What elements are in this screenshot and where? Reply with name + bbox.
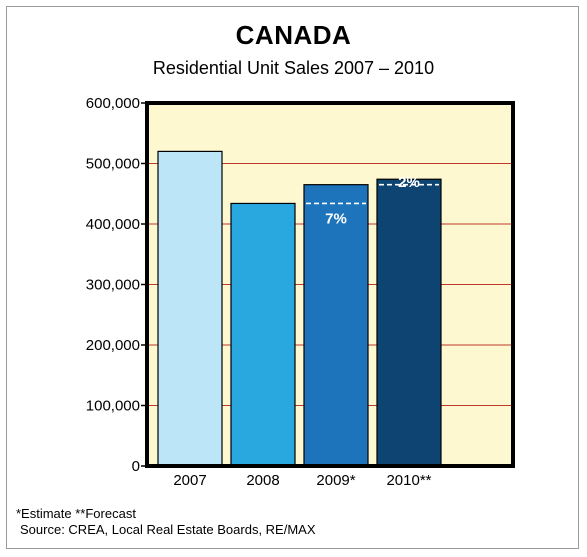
y-tick-label: 200,000 xyxy=(86,337,140,354)
x-tick-label: 2008 xyxy=(246,472,279,489)
y-tick-label: 500,000 xyxy=(86,156,140,173)
x-tick-label: 2010** xyxy=(386,472,431,489)
y-tick-label: 0 xyxy=(132,458,140,475)
bar-annotation: 7% xyxy=(325,210,347,227)
y-tick-label: 600,000 xyxy=(86,95,140,112)
x-tick-label: 2007 xyxy=(173,472,206,489)
bar-2008 xyxy=(230,202,296,467)
footnote-estimate: *Estimate **Forecast xyxy=(16,506,136,521)
y-tick-label: 300,000 xyxy=(86,277,140,294)
x-tick-label: 2009* xyxy=(316,472,355,489)
chart-frame xyxy=(6,6,579,549)
footnote-source: Source: CREA, Local Real Estate Boards, … xyxy=(20,522,316,537)
chart-subtitle: Residential Unit Sales 2007 – 2010 xyxy=(152,58,435,78)
chart-title: CANADA xyxy=(235,20,352,50)
bar-2010 xyxy=(376,178,442,467)
bar-annotation: 2% xyxy=(398,174,420,191)
footnotes: *Estimate **Forecast Source: CREA, Local… xyxy=(16,506,316,538)
bar-2009 xyxy=(303,184,369,467)
bar-2007 xyxy=(157,150,223,467)
y-tick-label: 100,000 xyxy=(86,398,140,415)
y-tick-label: 400,000 xyxy=(86,216,140,233)
